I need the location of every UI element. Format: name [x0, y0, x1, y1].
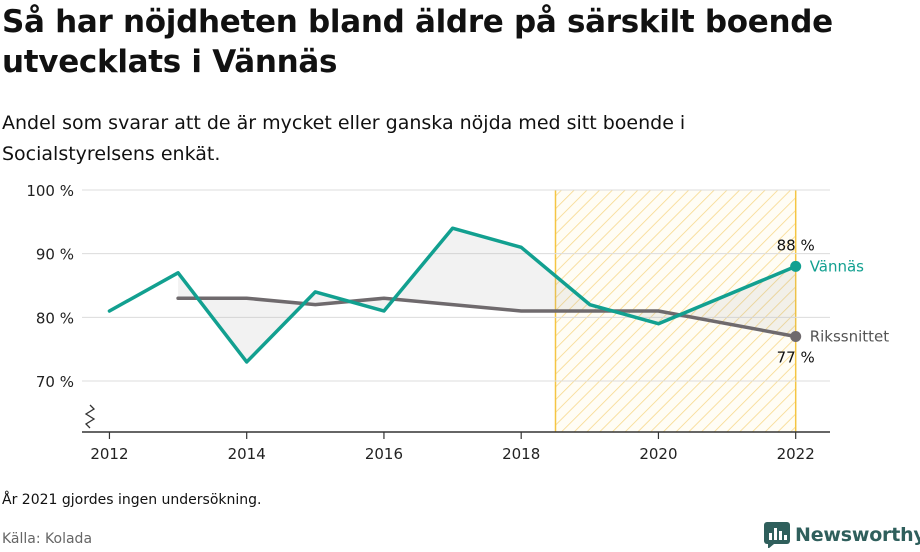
- y-tick-label: 100 %: [26, 182, 74, 200]
- data-point-rikssnittet: [313, 303, 317, 307]
- data-point-vannas: [656, 322, 660, 326]
- x-tick-label: 2014: [228, 445, 266, 463]
- data-point-vannas: [245, 360, 249, 364]
- data-point-rikssnittet: [519, 309, 523, 313]
- y-tick-label: 80 %: [36, 309, 74, 327]
- x-tick-label: 2016: [365, 445, 403, 463]
- data-point-rikssnittet: [588, 309, 592, 313]
- end-value-vannas: 88 %: [777, 236, 815, 254]
- data-point-vannas: [451, 226, 455, 230]
- end-dot-rikssnittet: [790, 330, 802, 342]
- end-value-rikssnittet: 77 %: [777, 348, 815, 366]
- series-label-rikssnittet: Rikssnittet: [810, 327, 890, 345]
- line-chart: 70 % 80 % 90 % 100 % 2012 2014 2016 2018 2020 20…: [26, 182, 890, 463]
- brand-name: Newsworthy: [795, 524, 920, 546]
- source-label: Källa: Kolada: [2, 531, 93, 547]
- data-point-vannas: [382, 309, 386, 313]
- y-tick-label: 70 %: [36, 373, 74, 391]
- brand-logo[interactable]: Newsworthy: [764, 520, 920, 550]
- data-point-rikssnittet: [382, 296, 386, 300]
- difference-area: [178, 228, 796, 362]
- data-point-vannas: [107, 309, 111, 313]
- data-point-rikssnittet: [245, 296, 249, 300]
- x-tick-label: 2012: [90, 445, 128, 463]
- x-tick-label: 2022: [777, 445, 815, 463]
- series-line-rikssnittet: [176, 296, 798, 339]
- data-point-vannas: [588, 303, 592, 307]
- end-dot-vannas: [790, 260, 802, 272]
- x-tick-label: 2020: [639, 445, 677, 463]
- data-point-vannas: [176, 271, 180, 275]
- y-tick-label: 90 %: [36, 246, 74, 264]
- data-point-rikssnittet: [176, 296, 180, 300]
- chart-title: Så har nöjdheten bland äldre på särskilt…: [2, 4, 833, 80]
- footnote: År 2021 gjordes ingen undersökning.: [2, 492, 262, 508]
- x-tick-label: 2018: [502, 445, 540, 463]
- newsworthy-logo-icon: [764, 522, 790, 548]
- data-point-vannas: [313, 290, 317, 294]
- data-point-rikssnittet: [656, 309, 660, 313]
- axis-break-icon: [84, 404, 96, 429]
- series-label-vannas: Vännäs: [810, 257, 864, 275]
- chart-subtitle: Andel som svarar att de är mycket eller …: [2, 112, 686, 165]
- series-line-vannas: [107, 226, 798, 364]
- data-point-vannas: [519, 245, 523, 249]
- data-point-rikssnittet: [451, 303, 455, 307]
